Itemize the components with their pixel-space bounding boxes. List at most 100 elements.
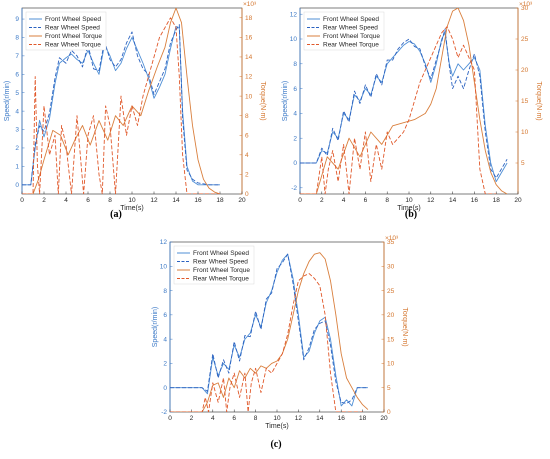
panel-b-y-left-tick-label: 6: [293, 86, 297, 93]
panel-a-x-tick-label: 2: [42, 197, 46, 204]
panel-c: 0 2 4 6 8 10 12 14 16 18 20-2024681012051015202530…: [152, 235, 408, 450]
panel-c-x-tick-label: 20: [380, 415, 388, 422]
panel-a-y-left-tick-label: 8: [15, 35, 19, 42]
panel-b-y-right-tick-label: 30: [521, 5, 529, 12]
panel-a-y-left-tick-label: 9: [15, 16, 19, 23]
panel-c-x-tick-label: 14: [316, 415, 324, 422]
panel-c-right-exponent-label: ×10³: [385, 235, 399, 242]
panel-c-x-tick-label: 4: [211, 415, 215, 422]
panel-a-right-exponent-label: ×10³: [243, 1, 257, 8]
panel-a-legend-box: [25, 11, 107, 51]
panel-c-y-left-tick-label: 12: [160, 239, 168, 246]
panel-b-series-front-wheel-torque: [300, 8, 508, 194]
panel-c-legend-label: Front Wheel Torque: [193, 267, 250, 274]
panel-b-y-left-tick-label: 2: [293, 135, 297, 142]
panel-c-legend-label: Rear Wheel Torque: [193, 276, 249, 283]
panel-a-x-tick-label: 18: [216, 197, 224, 204]
panel-a-series-rear-wheel-speed: [22, 24, 220, 186]
panel-a-y-left-axis-label: Speed(r/min): [4, 81, 11, 121]
panel-a-x-tick-label: 8: [108, 197, 112, 204]
panel-a-y-right-tick-label: 10: [245, 93, 253, 100]
panel-a: 0 2 4 6 8 10 12 14 16 18 2001234567890246810121416…: [4, 1, 266, 220]
panel-a-series-group: [22, 8, 221, 194]
panel-c-y-right-tick-label: 10: [387, 361, 395, 368]
panel-c-x-tick-label: 6: [232, 415, 236, 422]
panel-c-x-tick-label: 16: [338, 415, 346, 422]
panel-c-y-right-tick-label: 30: [387, 263, 395, 270]
panel-c-y-right-axis-label: Torque(N·m): [401, 307, 408, 346]
panel-b-y-right-axis-label: Torque(N·m): [535, 81, 542, 120]
panel-a-y-right-tick-label: 4: [245, 152, 249, 159]
panel-b-panel-label: (b): [405, 209, 417, 220]
panel-c-y-right-tick-label: 25: [387, 288, 395, 295]
panel-c-y-left-axis-label: Speed(r/min): [152, 307, 159, 347]
panel-b-y-left-tick-label: -2: [291, 185, 297, 192]
panel-c-legend-label: Front Wheel Speed: [193, 250, 249, 257]
panel-c-series-front-wheel-speed: [170, 253, 368, 407]
panel-a-y-left-tick-label: 5: [15, 90, 19, 97]
panel-c-legend-box: [173, 245, 255, 285]
panel-a-legend-label: Front Wheel Speed: [45, 16, 101, 23]
panel-c-legend-label: Rear Wheel Speed: [193, 259, 248, 266]
panel-b-legend-label: Rear Wheel Speed: [323, 25, 378, 32]
panel-c-y-left-tick-label: 0: [163, 385, 167, 392]
panel-b-y-right-tick-label: 25: [521, 36, 529, 43]
panel-c-y-right-tick-label: 0: [387, 409, 391, 416]
panel-b-x-tick-label: 16: [471, 197, 479, 204]
panel-a-x-tick-label: 12: [150, 197, 158, 204]
panel-a-series-rear-wheel-torque: [22, 17, 220, 194]
panel-a-x-tick-label: 4: [64, 197, 68, 204]
panel-c-y-left-tick-label: 10: [160, 263, 168, 270]
panel-b-x-tick-label: 14: [449, 197, 457, 204]
panel-b-y-left-tick-label: 12: [290, 11, 298, 18]
panel-c-x-tick-label: 0: [168, 415, 172, 422]
panel-c-series-rear-wheel-torque: [170, 273, 363, 412]
panel-c-x-tick-label: 12: [295, 415, 303, 422]
panel-a-y-right-tick-label: 12: [245, 74, 253, 81]
panel-a-y-right-tick-label: 0: [245, 191, 249, 198]
panel-b-legend-label: Rear Wheel Torque: [323, 42, 379, 49]
panel-a-x-axis-label: Time(s): [120, 205, 143, 212]
panel-b-x-tick-label: 8: [385, 197, 389, 204]
panel-a-y-right-tick-label: 2: [245, 172, 249, 179]
panel-b-y-left-axis-label: Speed(r/min): [282, 81, 289, 121]
panel-b-y-left-tick-label: 8: [293, 61, 297, 68]
panel-a-x-tick-label: 20: [238, 197, 246, 204]
panel-a-y-right-axis-label: Torque(N·m): [259, 81, 266, 120]
panel-b-y-right-tick-label: 10: [521, 129, 529, 136]
panel-c-y-left-tick-label: 6: [163, 312, 167, 319]
panel-a-series-front-wheel-speed: [22, 25, 220, 186]
panel-a-y-left-tick-label: 6: [15, 71, 19, 78]
panel-c-x-tick-label: 8: [254, 415, 258, 422]
panel-b-x-tick-label: 18: [493, 197, 501, 204]
panel-b-series-group: [300, 8, 508, 194]
panel-b-x-tick-label: 6: [364, 197, 368, 204]
panel-c-y-left-tick-label: 2: [163, 361, 167, 368]
panel-c-y-right-tick-label: 5: [387, 385, 391, 392]
panel-a-legend-label: Rear Wheel Torque: [45, 42, 101, 49]
panel-a-x-tick-label: 10: [128, 197, 136, 204]
panel-b-x-tick-label: 10: [405, 197, 413, 204]
panel-a-y-right-tick-label: 8: [245, 113, 249, 120]
panel-a-y-left-tick-label: 0: [15, 182, 19, 189]
panel-b-x-tick-label: 0: [298, 197, 302, 204]
panel-a-x-tick-label: 0: [20, 197, 24, 204]
panel-b-series-rear-wheel-torque: [300, 26, 497, 194]
panel-b-y-right-tick-label: 15: [521, 98, 529, 105]
panel-b-x-tick-label: 4: [342, 197, 346, 204]
panel-b-legend-label: Front Wheel Torque: [323, 33, 380, 40]
panel-c-series-group: [170, 252, 369, 412]
panel-c-y-right-tick-label: 15: [387, 336, 395, 343]
panel-a-y-left-tick-label: 2: [15, 145, 19, 152]
panel-a-y-left-tick-label: 4: [15, 108, 19, 115]
panel-b-y-left-tick-label: 4: [293, 111, 297, 118]
panel-a-x-tick-label: 16: [194, 197, 202, 204]
panel-b: 0 2 4 6 8 10 12 14 16 18 20-202468101251015202530T…: [282, 1, 542, 220]
panel-c-panel-label: (c): [270, 439, 281, 450]
panel-b-y-right-tick-label: 5: [521, 160, 525, 167]
panel-a-x-tick-label: 6: [86, 197, 90, 204]
panel-a-y-right-tick-label: 14: [245, 54, 253, 61]
